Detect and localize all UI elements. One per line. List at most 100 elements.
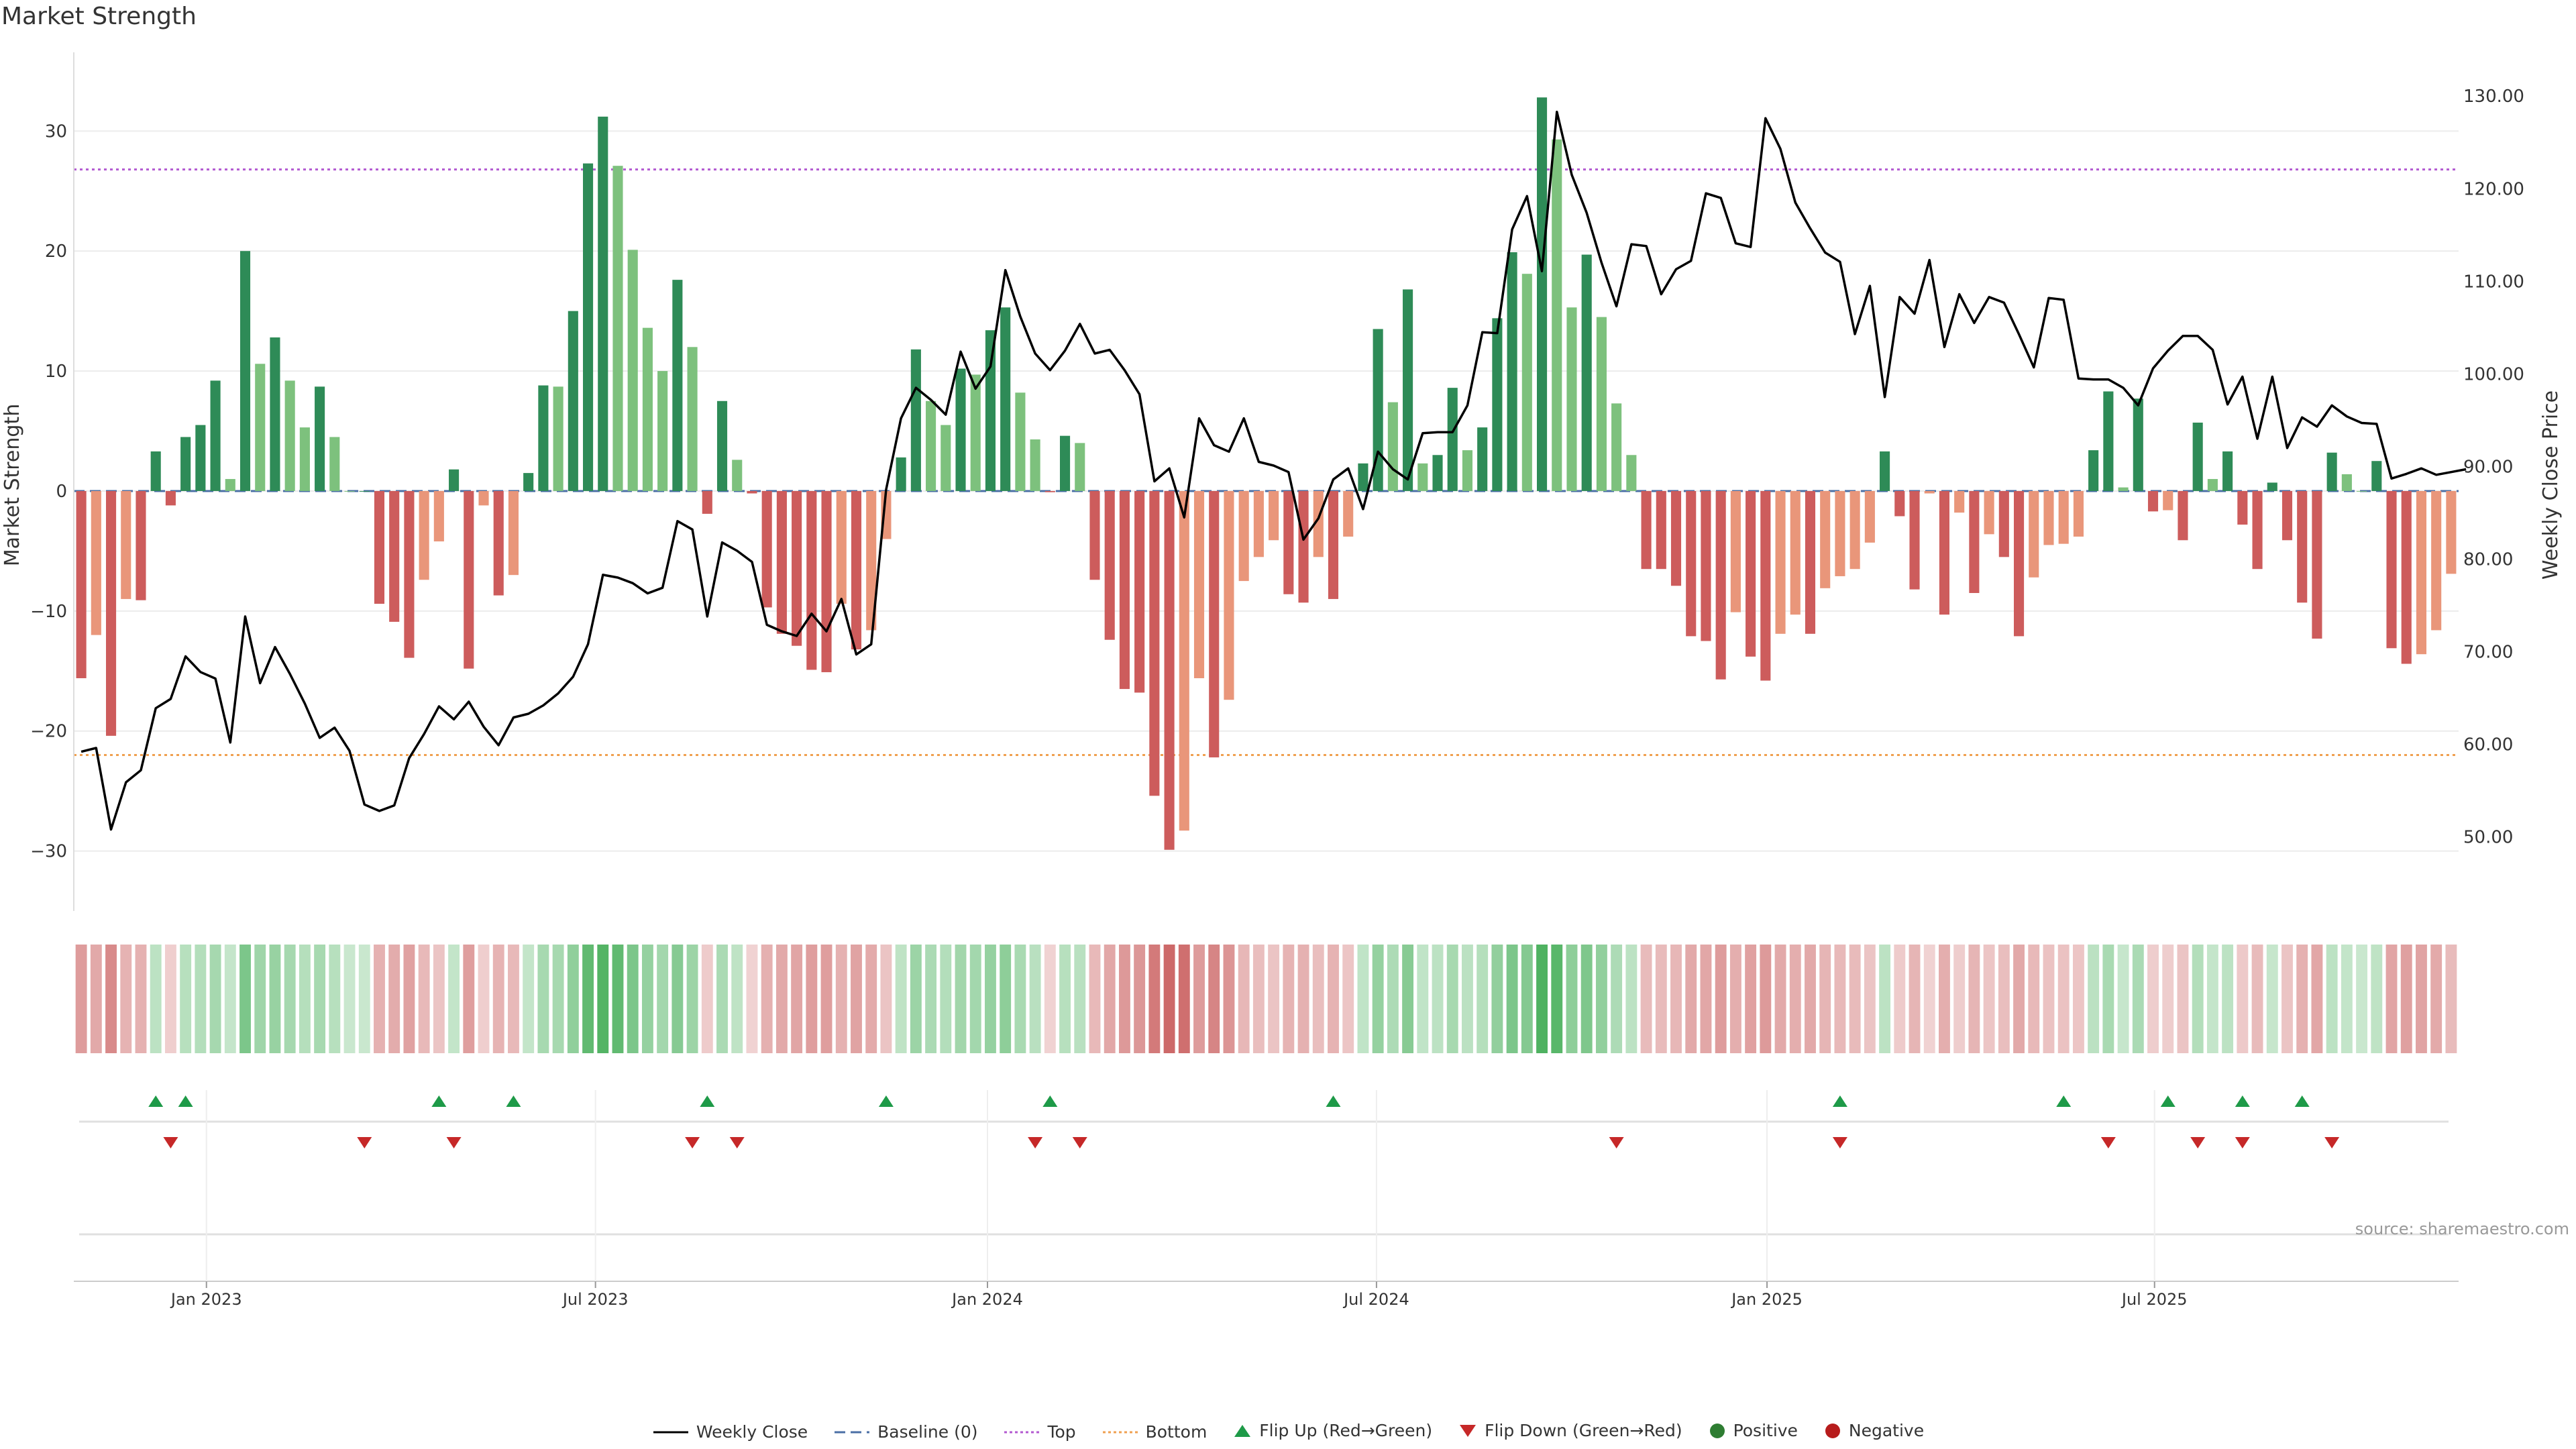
- strength-bar: [896, 457, 906, 491]
- heat-cell: [254, 945, 266, 1053]
- heat-cell: [2296, 945, 2308, 1053]
- heat-cell: [433, 945, 445, 1053]
- strength-bar: [1998, 490, 2009, 557]
- strength-bar: [1701, 490, 1711, 641]
- strength-bar: [1059, 435, 1071, 491]
- strength-bar: [2178, 490, 2188, 541]
- x-tick-label: Jul 2024: [1342, 1290, 1409, 1309]
- heat-cell: [1252, 945, 1265, 1053]
- heat-cell: [1089, 945, 1101, 1053]
- y-tick-label: 20: [45, 241, 67, 262]
- heat-cell: [150, 945, 162, 1053]
- heat-cell: [1580, 945, 1593, 1053]
- strength-bar: [1894, 490, 1905, 517]
- y2-tick-label: 90.00: [2463, 457, 2513, 477]
- strength-bar: [806, 490, 817, 670]
- strength-bar: [568, 311, 578, 491]
- heat-cell: [2206, 945, 2218, 1053]
- heat-cell: [224, 945, 236, 1053]
- strength-bar: [716, 400, 728, 491]
- flip-down-marker: [163, 1137, 178, 1148]
- strength-bar: [1313, 490, 1324, 557]
- strength-bar: [1447, 388, 1458, 491]
- heat-cell: [552, 945, 564, 1053]
- strength-bar: [76, 490, 87, 678]
- heat-cell: [686, 945, 698, 1053]
- heat-cell: [1566, 945, 1578, 1053]
- heat-cell: [1477, 945, 1489, 1053]
- strength-bar: [1403, 289, 1413, 491]
- heat-cell: [1715, 945, 1727, 1053]
- y2-tick-label: 120.00: [2463, 179, 2524, 199]
- heat-cell: [478, 945, 490, 1053]
- strength-bar: [210, 380, 221, 491]
- heat-cell: [2132, 945, 2144, 1053]
- strength-bar: [732, 460, 743, 491]
- heat-cell: [1625, 945, 1638, 1053]
- strength-bar: [1253, 490, 1264, 557]
- strength-bar: [1820, 490, 1831, 588]
- strength-bar: [1746, 490, 1756, 657]
- strength-bar: [1760, 490, 1771, 681]
- heat-cell: [314, 945, 326, 1053]
- strength-bar: [2267, 482, 2277, 491]
- strength-bar: [270, 337, 280, 491]
- heat-cell: [120, 945, 132, 1053]
- heat-cell: [209, 945, 221, 1053]
- heat-cell: [239, 945, 251, 1053]
- flip-down-marker: [2235, 1137, 2250, 1148]
- heat-cell: [835, 945, 847, 1053]
- strength-bar: [1939, 490, 1950, 615]
- strength-bar: [150, 451, 161, 491]
- strength-bar: [1462, 450, 1473, 491]
- heat-cell: [910, 945, 922, 1053]
- x-axis-ticks: Jan 2023 Jul 2023 Jan 2024 Jul 2024 Jan 2025…: [170, 1090, 2188, 1309]
- heat-cell: [2117, 945, 2129, 1053]
- heat-cell: [1357, 945, 1369, 1053]
- heat-cell: [2222, 945, 2234, 1053]
- strength-bar: [315, 386, 325, 491]
- strength-bar: [1805, 490, 1816, 634]
- strength-bar: [2222, 451, 2233, 491]
- strength-bar: [2357, 490, 2367, 492]
- heat-cell: [2416, 945, 2427, 1053]
- strength-bar: [538, 385, 549, 491]
- weekly-close-line: [80, 110, 2467, 831]
- heat-cell: [1446, 945, 1458, 1053]
- strength-bar: [2312, 490, 2322, 639]
- strength-bar: [776, 490, 787, 634]
- strength-bar: [687, 347, 698, 491]
- strength-bar: [1075, 443, 1085, 491]
- strength-bar: [2401, 490, 2412, 664]
- y-tick-label: −10: [30, 602, 67, 622]
- strength-bar: [1238, 490, 1249, 582]
- heat-cell: [284, 945, 296, 1053]
- legend-weekly-close: Weekly Close: [652, 1422, 808, 1442]
- strength-bar: [1089, 490, 1100, 580]
- strength-bar: [329, 437, 340, 491]
- heat-cell: [1014, 945, 1026, 1053]
- flip-up-marker: [1832, 1095, 1847, 1107]
- heat-cell: [1268, 945, 1280, 1053]
- strength-bar: [955, 368, 966, 491]
- legend-positive: Positive: [1708, 1421, 1798, 1440]
- heat-cell: [969, 945, 981, 1053]
- heat-cell: [1685, 945, 1697, 1053]
- reference-lines: [74, 168, 2459, 756]
- legend-flip-down: Flip Down (Green→Red): [1458, 1421, 1682, 1440]
- heat-cell: [1953, 945, 1966, 1053]
- strength-bar: [1179, 490, 1189, 831]
- heat-cell: [1297, 945, 1309, 1053]
- strength-bar: [2043, 490, 2054, 545]
- heat-cell: [1864, 945, 1876, 1053]
- flip-down-marker: [2324, 1137, 2340, 1148]
- heat-cell: [612, 945, 624, 1053]
- heat-cell: [1536, 945, 1548, 1053]
- flip-up-marker: [878, 1095, 894, 1107]
- flip-up-marker: [2294, 1095, 2310, 1107]
- legend-flip-down-label: Flip Down (Green→Red): [1485, 1421, 1682, 1440]
- heat-cell: [1700, 945, 1712, 1053]
- strength-bar: [1507, 252, 1517, 491]
- strength-bar: [195, 425, 206, 491]
- heat-cell: [746, 945, 758, 1053]
